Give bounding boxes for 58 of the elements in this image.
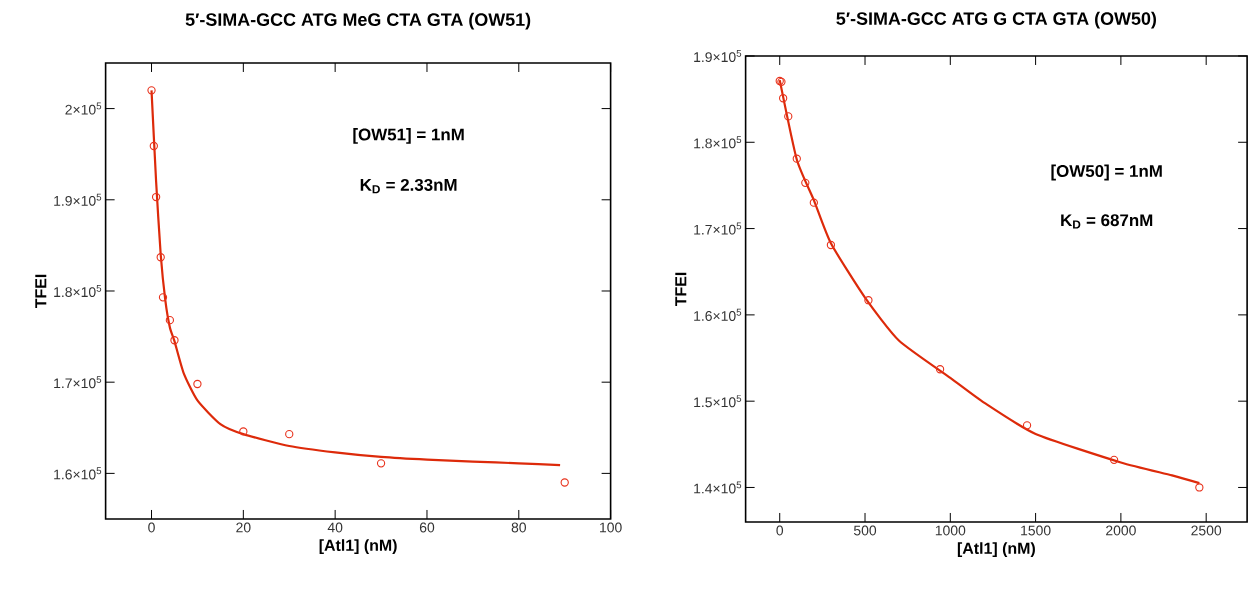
point	[864, 296, 873, 305]
x-tick-label: 0	[776, 525, 784, 536]
x-tick-label: 0	[148, 522, 155, 533]
x-tick-label: 100	[600, 522, 622, 533]
x-tick-label: 2500	[1191, 525, 1222, 536]
y-tick-label: 1.6×10$^{5}$	[54, 467, 102, 480]
y-tick-label: 1.4×10$^{5}$	[694, 481, 742, 494]
point	[792, 154, 801, 163]
annotation: K$_{D}$ = 687nM	[1061, 214, 1153, 229]
point	[1195, 483, 1204, 492]
point	[1109, 455, 1119, 464]
point	[151, 192, 161, 202]
point	[826, 240, 836, 250]
point	[376, 459, 386, 468]
annotation: [OW50] = 1nM	[1051, 164, 1162, 181]
chart-title: 5′-SIMA-GCC ATG G CTA GTA (OW50)	[836, 11, 1157, 29]
y-tick-label: 1.5×10$^{5}$	[694, 395, 742, 408]
x-tick-label: 1500	[1021, 525, 1051, 536]
point	[165, 316, 175, 325]
point	[560, 478, 569, 487]
y-tick-label: 1.8×10$^{5}$	[54, 284, 102, 298]
y-axis-title: TFEI	[675, 272, 687, 307]
point	[809, 198, 818, 207]
x-tick-label: 1000	[935, 525, 966, 536]
point	[285, 430, 294, 439]
x-axis-title: [Atl1] (nM)	[957, 542, 1035, 558]
annotation: K$_{D}$ = 2.33nM	[360, 178, 457, 194]
point	[158, 293, 168, 302]
point	[935, 365, 945, 374]
point	[193, 379, 202, 389]
y-tick-label: 1.6×10$^{5}$	[694, 308, 742, 321]
point	[149, 141, 158, 151]
point	[784, 112, 793, 121]
x-tick-label: 2000	[1106, 525, 1136, 536]
x-tick-label: 40	[327, 522, 343, 533]
chart-title: 5′-SIMA-GCC ATG MeG CTA GTA (OW51)	[185, 12, 531, 30]
point	[801, 178, 810, 187]
point	[170, 336, 179, 345]
point	[1022, 421, 1032, 430]
point	[778, 94, 788, 103]
line-series	[778, 79, 1201, 485]
y-axis-title: TFEI	[35, 274, 47, 309]
y-tick-label: 2×10$^{5}$	[65, 102, 102, 115]
line-series	[150, 89, 562, 467]
y-tick-label: 1.7×10$^{5}$	[694, 222, 742, 235]
y-tick-label: 1.8×10$^{5}$	[694, 136, 742, 149]
x-tick-label: 20	[236, 522, 251, 533]
x-tick-label: 500	[853, 525, 877, 536]
point	[147, 86, 156, 95]
x-tick-label: 60	[419, 522, 435, 533]
x-axis-title: [Atl1] (nM)	[319, 539, 397, 555]
x-tick-label: 80	[511, 522, 527, 533]
y-tick-label: 1.7×10$^{5}$	[54, 376, 102, 389]
y-tick-label: 1.9×10$^{5}$	[54, 193, 102, 206]
point	[156, 253, 165, 262]
point	[239, 427, 248, 436]
y-tick-label: 1.9×10$^{5}$	[694, 49, 742, 63]
annotation: [OW51] = 1nM	[353, 128, 464, 144]
